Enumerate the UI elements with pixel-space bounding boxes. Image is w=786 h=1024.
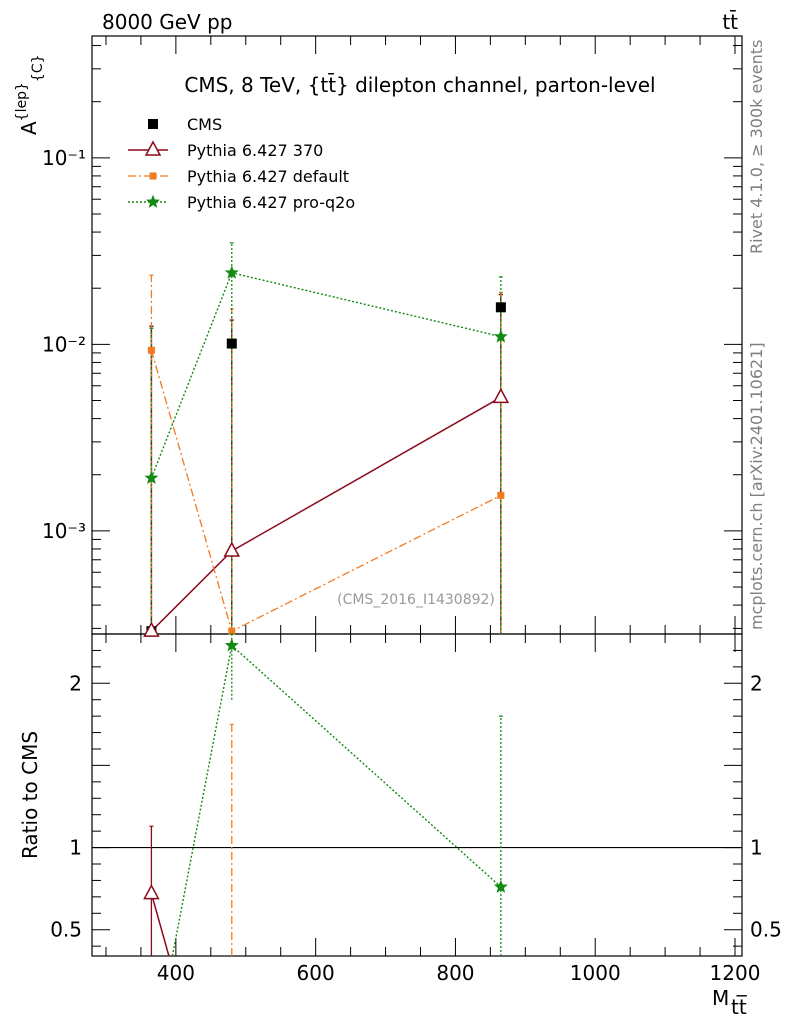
legend-label-p370: Pythia 6.427 370 (187, 141, 323, 160)
main-marker-cms (495, 302, 506, 313)
main-marker-cms (226, 338, 237, 349)
main-marker-pq2o (224, 265, 239, 279)
x-axis-label: M tt̅ (712, 986, 748, 1019)
main-marker-pdefault (497, 491, 505, 499)
main-y-tick-label: 10⁻³ (42, 519, 86, 543)
mcplots-source-label: mcplots.cern.ch [arXiv:2401.10621] (747, 342, 766, 630)
ratio-y-tick-label-right: 0.5 (750, 918, 782, 942)
ratio-y-tick-label-left: 1 (69, 836, 82, 860)
ratio-line-pq2o (171, 644, 502, 957)
ratio-y-tick-label-left: 0.5 (50, 918, 82, 942)
rivet-version-label: Rivet 4.1.0, ≥ 300k events (747, 40, 766, 254)
main-marker-pq2o (493, 329, 508, 343)
main-y-tick-label: 10⁻¹ (42, 146, 86, 170)
analysis-id-watermark: (CMS_2016_I1430892) (337, 592, 495, 608)
main-plot-data (143, 242, 510, 637)
x-axis-ticks: 400 600 800 1000 1200 (105, 36, 761, 985)
legend-marker-cms (148, 119, 158, 129)
ratio-marker-p370 (143, 883, 160, 900)
x-tick-label: 1200 (710, 961, 761, 985)
ratio-y-tick-label-right: 2 (750, 671, 763, 695)
ratio-panel-frame (91, 633, 743, 957)
main-y-axis-label: A{lep}{C} (14, 55, 46, 136)
plot-title: CMS, 8 TeV, {tt̄} dilepton channel, part… (184, 72, 655, 97)
legend-label-pdefault: Pythia 6.427 default (187, 167, 349, 186)
ratio-y-axis-ticks: 0.5 0.5 1 1 2 2 (50, 649, 782, 947)
main-line-pdefault (150, 350, 502, 633)
main-marker-p370 (223, 541, 241, 557)
y-label-subscript: {C} (30, 55, 46, 83)
x-tick-label: 600 (297, 961, 335, 985)
main-marker-pq2o (144, 470, 159, 484)
ratio-line-p370 (150, 893, 170, 957)
x-tick-label: 1000 (570, 961, 621, 985)
ratio-plot-data (143, 633, 508, 957)
main-marker-pdefault (147, 346, 155, 354)
main-y-axis-ticks: 10⁻³ 10⁻² 10⁻¹ (42, 45, 742, 629)
legend-label-pq2o: Pythia 6.427 pro-q2o (187, 193, 355, 212)
legend-marker-pdefault (149, 172, 157, 180)
y-label-base: A (17, 121, 41, 135)
legend-marker-pq2o (146, 194, 160, 208)
legend-label-cms: CMS (187, 115, 222, 134)
x-tick-label: 800 (436, 961, 474, 985)
ratio-y-axis-label: Ratio to CMS (18, 731, 42, 859)
ratio-y-tick-label-left: 2 (69, 671, 82, 695)
header-energy-label: 8000 GeV pp (102, 10, 233, 34)
svg-text:M: M (712, 986, 729, 1010)
svg-text:tt̅: tt̅ (731, 994, 748, 1019)
x-tick-label: 400 (157, 961, 195, 985)
ratio-marker-pq2o (493, 879, 508, 893)
ratio-y-tick-label-right: 1 (750, 836, 763, 860)
main-line-pq2o (150, 271, 502, 479)
legend-marker-p370 (144, 140, 162, 156)
svg-text:A{lep}{C}: A{lep}{C} (14, 55, 46, 136)
y-label-superscript: {lep} (14, 82, 30, 121)
ratio-marker-pq2o (224, 638, 239, 652)
main-y-tick-label: 10⁻² (42, 332, 86, 356)
main-marker-p370 (492, 387, 510, 404)
main-marker-p370 (143, 621, 160, 637)
header-process-label: tt̄ (722, 9, 738, 34)
legend: CMS Pythia 6.427 370 Pythia 6.427 default P… (128, 115, 355, 212)
main-marker-pdefault (228, 627, 236, 635)
